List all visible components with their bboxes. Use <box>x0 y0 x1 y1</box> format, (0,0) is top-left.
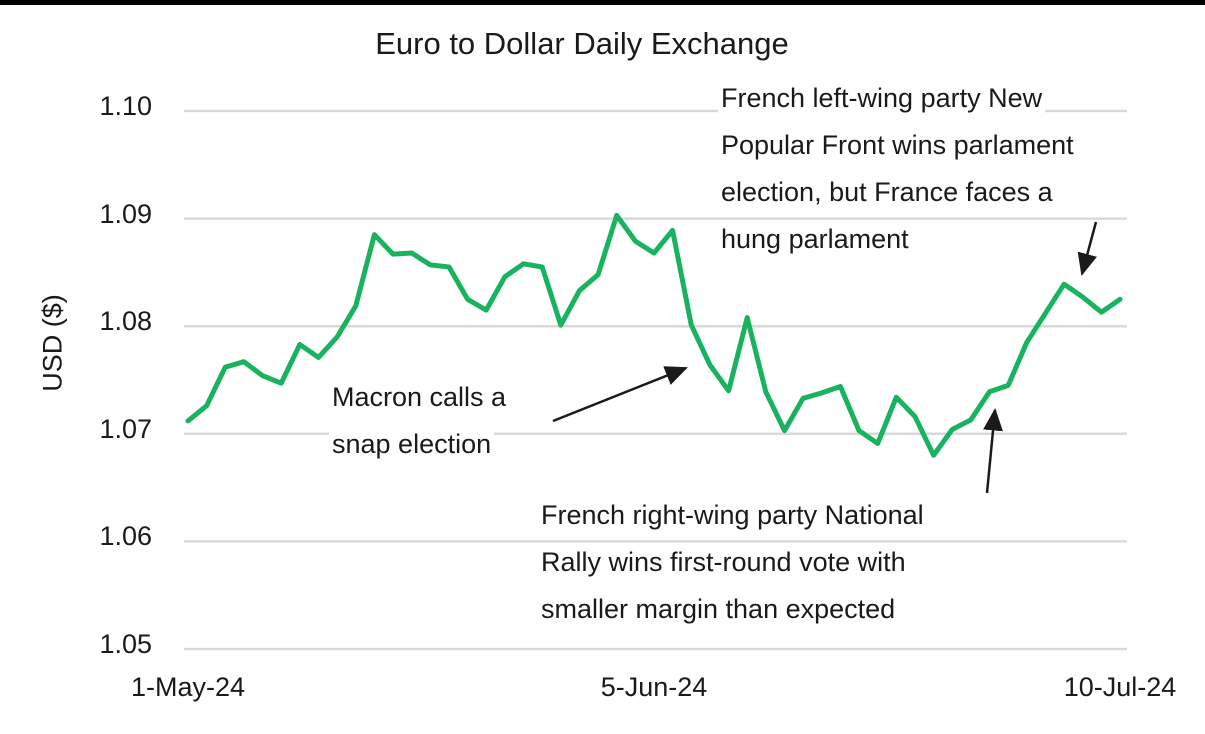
annotation-line: election, but France faces a <box>718 169 1077 216</box>
x-tick-label-1-May-24: 1-May-24 <box>130 672 246 702</box>
annotation-line: smaller margin than expected <box>538 586 927 633</box>
annotation-line: snap election <box>329 421 509 468</box>
x-tick-label-10-Jul-24: 10-Jul-24 <box>1063 672 1177 702</box>
annotation-left-wing-hung-parliament: French left-wing party New Popular Front … <box>718 75 1077 263</box>
annotation-line: French left-wing party New <box>718 75 1077 122</box>
y-tick-label-1.09: 1.09 <box>99 198 152 229</box>
y-tick-label-1.06: 1.06 <box>99 521 152 552</box>
y-tick-label-1.05: 1.05 <box>99 629 152 659</box>
y-tick-label-1.08: 1.08 <box>99 306 152 337</box>
annotation-line-text: snap election <box>329 429 495 459</box>
annotation-line: French right-wing party National <box>538 492 927 539</box>
annotation-line: Popular Front wins parlament <box>718 122 1077 169</box>
annotation-line: Rally wins first-round vote with <box>538 539 927 586</box>
eur-usd-series-line <box>185 212 1123 458</box>
annotation-line-text: Popular Front wins parlament <box>718 130 1077 160</box>
annotation-line-text: Rally wins first-round vote with <box>538 547 909 577</box>
y-tick-label-1.07: 1.07 <box>99 413 152 444</box>
annotation-line-text: election, but France faces a <box>718 177 1056 207</box>
annotation-line-text: French left-wing party New <box>718 83 1046 113</box>
annotation-line-text: smaller margin than expected <box>538 594 899 624</box>
annotation-line-text: Macron calls a <box>329 382 510 412</box>
annotation-line-text: French right-wing party National <box>538 500 927 530</box>
chart-title: Euro to Dollar Daily Exchange <box>375 26 789 61</box>
y-tick-label-1.10: 1.10 <box>99 91 152 121</box>
annotation-line: hung parlament <box>718 216 1077 263</box>
window-top-border <box>0 0 1205 5</box>
annotation-macron-snap-election: Macron calls a snap election <box>329 374 510 468</box>
annotation-right-wing-first-round: French right-wing party National Rally wi… <box>538 492 927 633</box>
x-tick-label-5-Jun-24: 5-Jun-24 <box>600 672 708 702</box>
annotation-line: Macron calls a <box>329 374 510 421</box>
annotation-line-text: hung parlament <box>718 224 912 254</box>
